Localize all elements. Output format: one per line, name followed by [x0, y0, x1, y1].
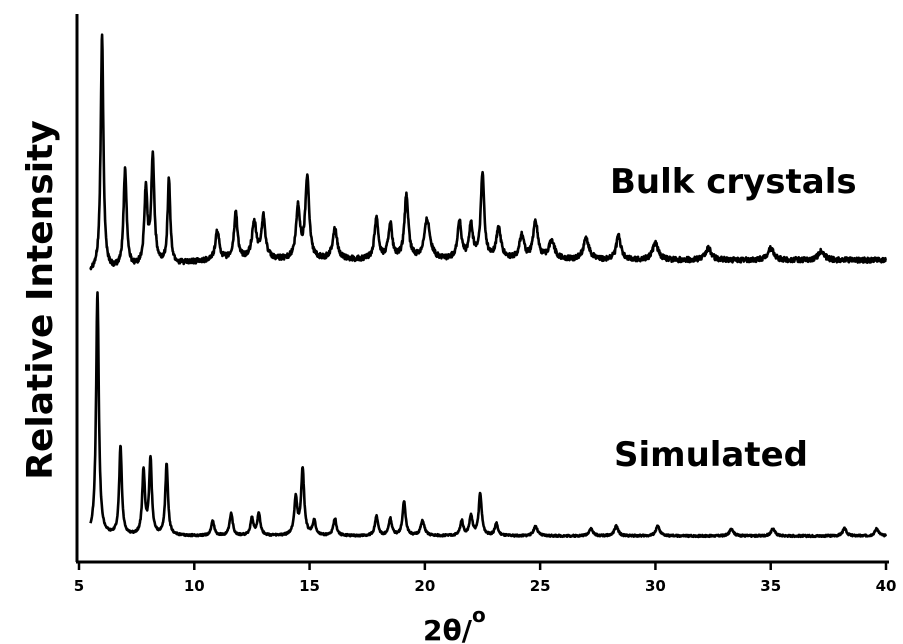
- x-axis-title-main: 2θ/: [423, 614, 473, 644]
- x-tick-label: 30: [645, 577, 666, 595]
- plot-area: [89, 33, 888, 539]
- x-axis-title: 2θ/o: [423, 603, 486, 644]
- x-tick-label: 10: [184, 577, 205, 595]
- x-axis-title-superscript: o: [472, 603, 486, 627]
- series-line-simulated: [89, 291, 888, 539]
- series-label-simulated: Simulated: [614, 435, 808, 475]
- y-axis-title: Relative Intensity: [20, 120, 61, 479]
- x-tick-label: 5: [74, 577, 84, 595]
- series-line-bulk-crystals: [89, 33, 887, 271]
- x-tick-label: 15: [299, 577, 320, 595]
- x-tick-label: 20: [414, 577, 435, 595]
- series-traces: [89, 33, 888, 539]
- x-ticks: 5 10 15 20 25 30 35 40: [74, 562, 897, 595]
- x-tick-label: 40: [876, 577, 897, 595]
- x-tick-label: 25: [530, 577, 551, 595]
- x-tick-label: 35: [760, 577, 781, 595]
- series-label-bulk: Bulk crystals: [610, 162, 857, 202]
